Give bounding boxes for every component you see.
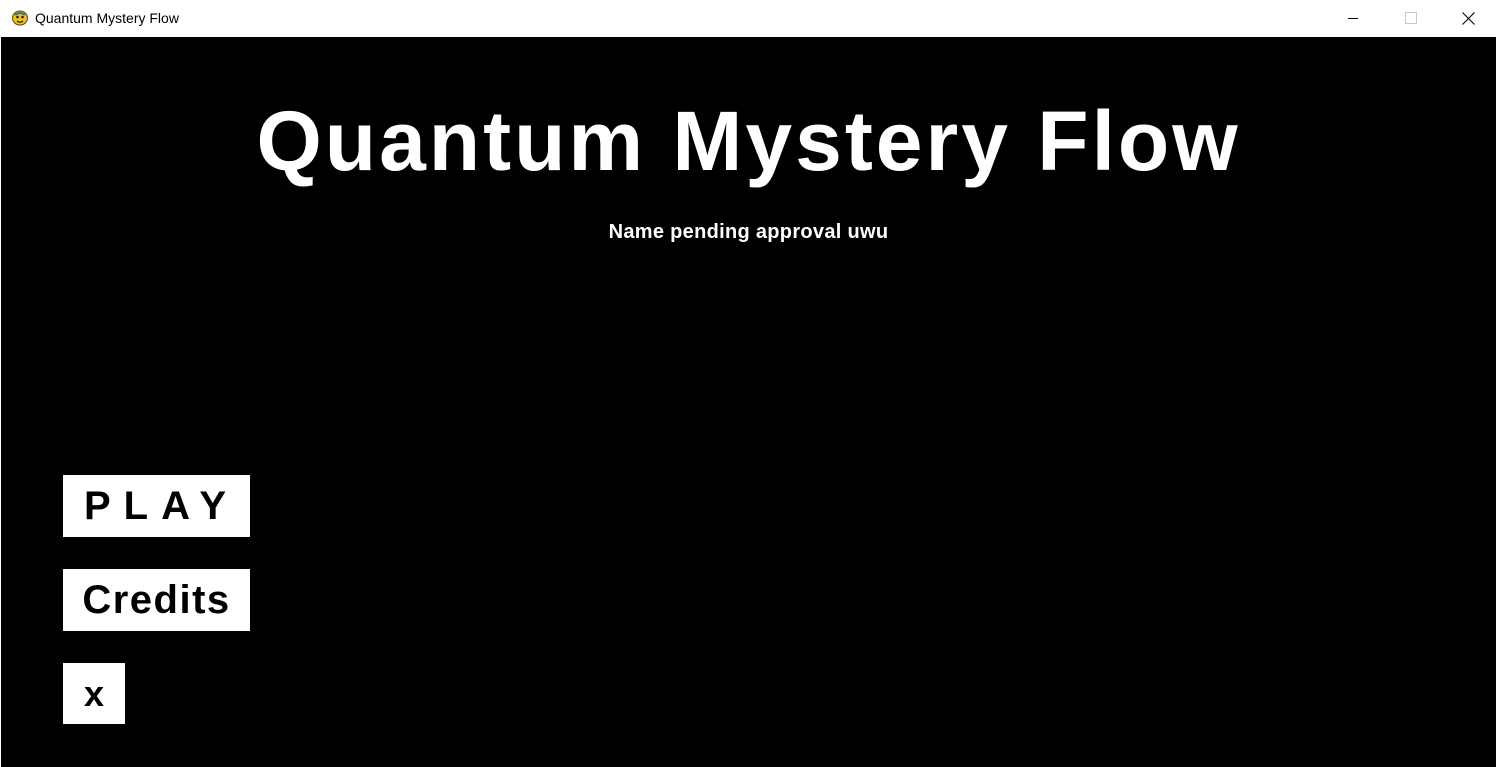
close-button[interactable] [1440, 0, 1497, 36]
minimize-button[interactable] [1324, 0, 1382, 36]
exit-button[interactable]: x [63, 663, 125, 724]
maximize-icon [1405, 12, 1417, 24]
minimize-icon [1347, 12, 1359, 24]
game-canvas[interactable]: Quantum Mystery Flow Name pending approv… [1, 37, 1496, 767]
pygame-snake-icon [11, 8, 29, 26]
close-icon [1462, 11, 1475, 25]
play-button[interactable]: PLAY [63, 475, 250, 537]
credits-button[interactable]: Credits [63, 569, 250, 631]
title-bar[interactable]: Quantum Mystery Flow [0, 0, 1497, 36]
window-title: Quantum Mystery Flow [35, 10, 179, 26]
game-subtitle: Name pending approval uwu [608, 221, 889, 243]
maximize-button[interactable] [1382, 0, 1440, 36]
game-title: Quantum Mystery Flow [256, 94, 1241, 188]
